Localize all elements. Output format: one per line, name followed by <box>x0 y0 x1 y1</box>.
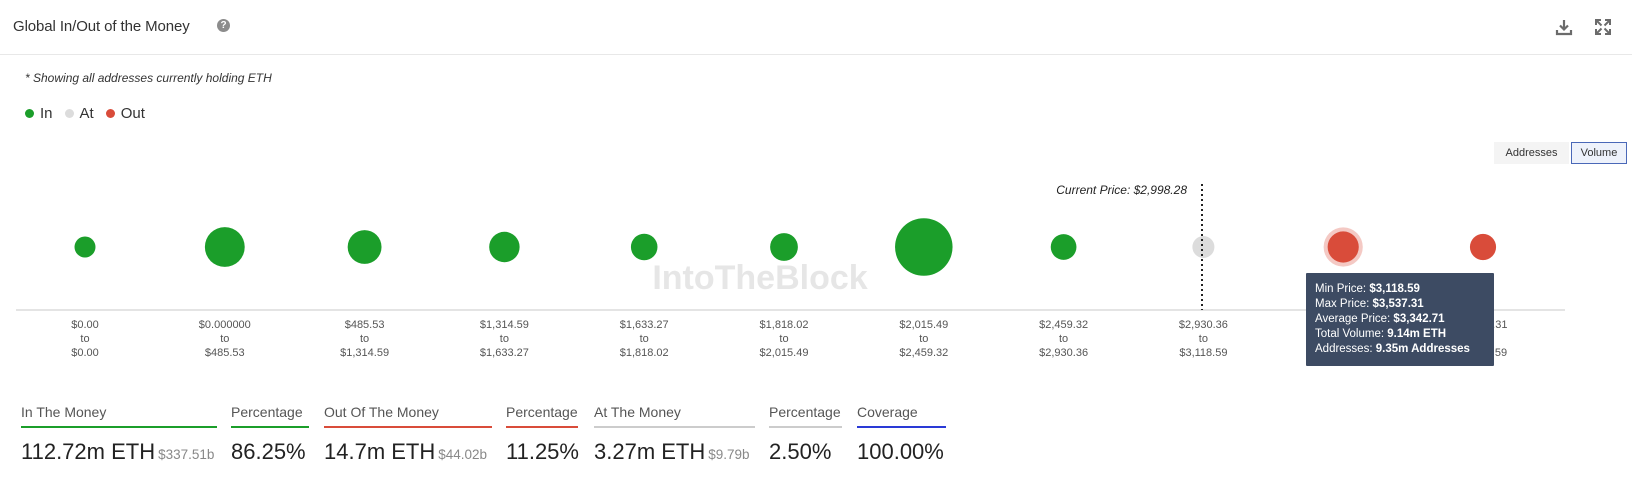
bubble-at <box>1192 235 1215 259</box>
legend-label-in: In <box>40 105 53 122</box>
stat-label: Out Of The Money <box>324 404 492 428</box>
tick-label-from: $1,818.02 <box>760 319 809 331</box>
tick-label-from: $2,930.36 <box>1179 319 1228 331</box>
bubble-in <box>347 230 382 264</box>
stat-value: 2.50% <box>769 439 832 464</box>
stat-label: In The Money <box>21 404 217 428</box>
tooltip-volume-value: 9.14m ETH <box>1387 328 1447 340</box>
bubble-in <box>74 236 96 258</box>
bubble-in <box>895 218 953 276</box>
watermark: IntoTheBlock <box>652 259 867 297</box>
bubble-out <box>1327 231 1359 263</box>
bubble-chart: IntoTheBlock $0.00 to $0.00 $0.000000 to $485.… <box>16 183 1565 359</box>
chart-tooltip: Min Price: $3,118.59 Max Price: $3,537.3… <box>1306 273 1494 366</box>
tooltip-addresses-value: 9.35m Addresses <box>1375 343 1470 355</box>
tick-label-to-word: to <box>1199 333 1208 345</box>
summary-stats: In The Money 112.72m ETH $337.51b Percent… <box>0 404 1632 484</box>
tick-label-to: $0.00 <box>71 347 99 359</box>
stat-value: 86.25% <box>231 439 306 464</box>
bubble-in <box>1050 234 1077 260</box>
legend-item-out[interactable]: Out <box>105 105 145 122</box>
chart-header: Global In/Out of the Money ? <box>0 0 1632 55</box>
bubble-in <box>489 231 520 263</box>
stat-value: 3.27m ETH <box>594 439 706 464</box>
tick-label-to-word: to <box>500 333 509 345</box>
legend-item-in[interactable]: In <box>25 105 53 122</box>
tooltip-addresses-label: Addresses: <box>1315 343 1373 355</box>
stat-label: Percentage <box>506 404 578 428</box>
stat-in-the-money: In The Money 112.72m ETH $337.51b <box>21 404 217 465</box>
volume-toggle[interactable]: Volume <box>1571 142 1627 164</box>
stat-label: Percentage <box>231 404 309 428</box>
tooltip-avg-value: $3,342.71 <box>1393 313 1445 325</box>
tooltip-min-label: Min Price: <box>1315 283 1367 295</box>
legend-label-at: At <box>79 105 94 122</box>
legend-dot-in <box>25 109 34 118</box>
tick-label-to-word: to <box>220 333 229 345</box>
bubble-in <box>630 233 658 261</box>
tick-label-to: $1,633.27 <box>480 347 529 359</box>
tick-label-to-word: to <box>779 333 788 345</box>
legend: In At Out <box>25 105 145 122</box>
bubble-in <box>770 233 798 261</box>
stat-in-percentage: Percentage 86.25% <box>231 404 309 465</box>
legend-item-at[interactable]: At <box>64 105 94 122</box>
legend-dot-out <box>105 109 115 118</box>
tick-label-to: $485.53 <box>205 347 245 359</box>
tick-label-to-word: to <box>360 333 369 345</box>
addresses-toggle[interactable]: Addresses <box>1494 142 1569 164</box>
tick-label-to: $2,015.49 <box>760 347 809 359</box>
tick-label-to: $2,930.36 <box>1039 347 1088 359</box>
tick-label-from: $2,015.49 <box>899 319 948 331</box>
stat-value: 14.7m ETH <box>324 439 436 464</box>
tick-label-from: $0.00 <box>71 319 99 331</box>
tick-label-to-word: to <box>80 333 89 345</box>
stat-label: Coverage <box>857 404 946 428</box>
stat-value: 100.00% <box>857 439 944 464</box>
stat-out-percentage: Percentage 11.25% <box>506 404 579 465</box>
tick-label-to: $2,459.32 <box>899 347 948 359</box>
tick-label-from: $1,314.59 <box>480 319 529 331</box>
tooltip-max-label: Max Price: <box>1315 298 1370 310</box>
tooltip-max-value: $3,537.31 <box>1372 298 1424 310</box>
tick-label-to-word: to <box>919 333 928 345</box>
legend-label-out: Out <box>120 105 145 122</box>
expand-icon[interactable] <box>1594 18 1612 36</box>
tooltip-avg-label: Average Price: <box>1315 313 1391 325</box>
tick-label-from: $0.000000 <box>199 319 251 331</box>
tick-label-from: $485.53 <box>345 319 385 331</box>
stat-coverage: Coverage 100.00% <box>857 404 946 465</box>
tick-label-to: $1,818.02 <box>620 347 669 359</box>
bubble-out <box>1469 233 1497 261</box>
current-price-label: Current Price: $2,998.28 <box>1056 183 1187 197</box>
stat-sub: $44.02b <box>438 447 488 462</box>
stat-at-the-money: At The Money 3.27m ETH $9.79b <box>594 404 755 465</box>
page-title: Global In/Out of the Money <box>13 18 190 35</box>
tooltip-volume-label: Total Volume: <box>1315 328 1385 340</box>
bubble-in <box>204 227 245 267</box>
stat-value: 11.25% <box>506 439 579 464</box>
legend-dot-at <box>64 109 74 118</box>
tick-label-to-word: to <box>640 333 649 345</box>
tick-label-from: $1,633.27 <box>620 319 669 331</box>
tick-label-to: $1,314.59 <box>340 347 389 359</box>
stat-label: At The Money <box>594 404 755 428</box>
holding-note: * Showing all addresses currently holdin… <box>25 71 272 85</box>
stat-out-of-the-money: Out Of The Money 14.7m ETH $44.02b <box>324 404 492 465</box>
download-icon[interactable] <box>1555 18 1573 36</box>
stat-sub: $337.51b <box>158 447 215 462</box>
help-icon[interactable]: ? <box>217 19 230 32</box>
stat-sub: $9.79b <box>708 447 750 462</box>
stat-value: 112.72m ETH <box>21 439 156 464</box>
stat-at-percentage: Percentage 2.50% <box>769 404 842 465</box>
stat-label: Percentage <box>769 404 842 428</box>
tick-label-to: $3,118.59 <box>1179 347 1227 359</box>
tick-label-to-word: to <box>1059 333 1068 345</box>
tick-label-from: $2,459.32 <box>1039 319 1088 331</box>
tooltip-min-value: $3,118.59 <box>1369 283 1420 295</box>
